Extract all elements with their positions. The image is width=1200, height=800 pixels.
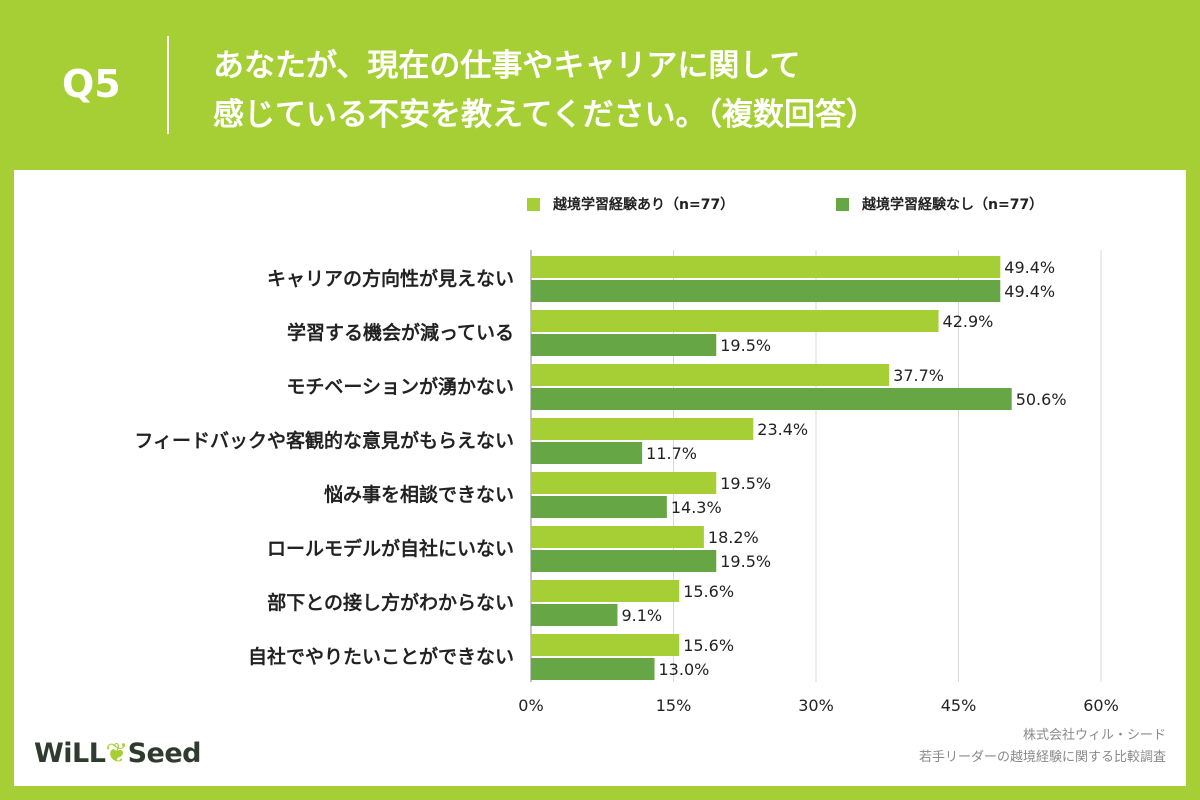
- source-company: 株式会社ウィル・シード: [1022, 728, 1166, 743]
- bar: [531, 388, 1012, 410]
- question-number: Q5: [62, 62, 121, 106]
- category-label: 部下との接し方がわからない: [267, 591, 514, 614]
- bar: [531, 550, 717, 572]
- question-title: あなたが、現在の仕事やキャリアに関して 感じている不安を教えてください。（複数回…: [213, 42, 877, 140]
- data-label: 49.4%: [1004, 258, 1055, 277]
- bar: [531, 364, 890, 386]
- chart-panel: 0% 15% 30% 45% 60% 49.4% 49.4% キャリアの方向性が見えない 42.…: [14, 170, 1186, 786]
- header-divider: [167, 36, 169, 134]
- data-label: 15.6%: [683, 636, 734, 655]
- data-label: 13.0%: [659, 660, 710, 679]
- data-label: 15.6%: [683, 582, 734, 601]
- bar: [531, 526, 704, 548]
- category-label: キャリアの方向性が見えない: [267, 267, 514, 290]
- bar: [531, 658, 655, 680]
- data-label: 42.9%: [943, 312, 994, 331]
- category-label: フィードバックや客観的な意見がもらえない: [134, 429, 514, 452]
- bar: [531, 418, 754, 440]
- data-label: 11.7%: [646, 444, 697, 463]
- legend-swatch: [836, 198, 849, 211]
- question-title-line1: あなたが、現在の仕事やキャリアに関して: [213, 48, 801, 84]
- data-label: 19.5%: [720, 474, 771, 493]
- question-title-line2: 感じている不安を教えてください。（複数回答）: [213, 97, 878, 133]
- legend-swatch: [527, 198, 540, 211]
- category-label: ロールモデルが自社にいない: [267, 537, 514, 560]
- category-label: 学習する機会が減っている: [287, 321, 514, 344]
- category-label: 自社でやりたいことができない: [248, 645, 514, 668]
- data-label: 18.2%: [708, 528, 759, 547]
- data-label: 37.7%: [893, 366, 944, 385]
- x-tick-label: 15%: [656, 696, 692, 715]
- bar-chart: 0% 15% 30% 45% 60% 49.4% 49.4% キャリアの方向性が見えない 42.…: [134, 196, 1119, 715]
- bar: [531, 442, 643, 464]
- data-label: 49.4%: [1004, 282, 1055, 301]
- company-logo: WiLL❦Seed: [34, 738, 201, 769]
- bar: [531, 580, 680, 602]
- bar: [531, 634, 680, 656]
- bar: [531, 334, 717, 356]
- sprout-icon: ❦: [105, 738, 128, 769]
- bar: [531, 256, 1001, 278]
- category-label: モチベーションが湧かない: [286, 375, 514, 398]
- x-tick-label: 60%: [1083, 696, 1119, 715]
- logo-prefix: WiLL: [34, 738, 106, 769]
- bar: [531, 604, 618, 626]
- source-survey: 若手リーダーの越境経験に関する比較調査: [918, 750, 1166, 765]
- data-label: 19.5%: [720, 336, 771, 355]
- logo-suffix: Seed: [127, 738, 202, 769]
- data-label: 50.6%: [1016, 390, 1067, 409]
- x-tick-label: 30%: [798, 696, 834, 715]
- legend-label: 越境学習経験なし（n=77）: [861, 196, 1043, 213]
- bar: [531, 280, 1001, 302]
- bar: [531, 496, 667, 518]
- data-label: 9.1%: [621, 606, 662, 625]
- category-label: 悩み事を相談できない: [324, 483, 514, 506]
- bar: [531, 472, 717, 494]
- x-tick-label: 45%: [941, 696, 977, 715]
- data-label: 14.3%: [671, 498, 722, 517]
- legend-label: 越境学習経験あり（n=77）: [552, 196, 734, 213]
- bar: [531, 310, 939, 332]
- data-label: 23.4%: [757, 420, 808, 439]
- data-label: 19.5%: [720, 552, 771, 571]
- x-tick-label: 0%: [518, 696, 543, 715]
